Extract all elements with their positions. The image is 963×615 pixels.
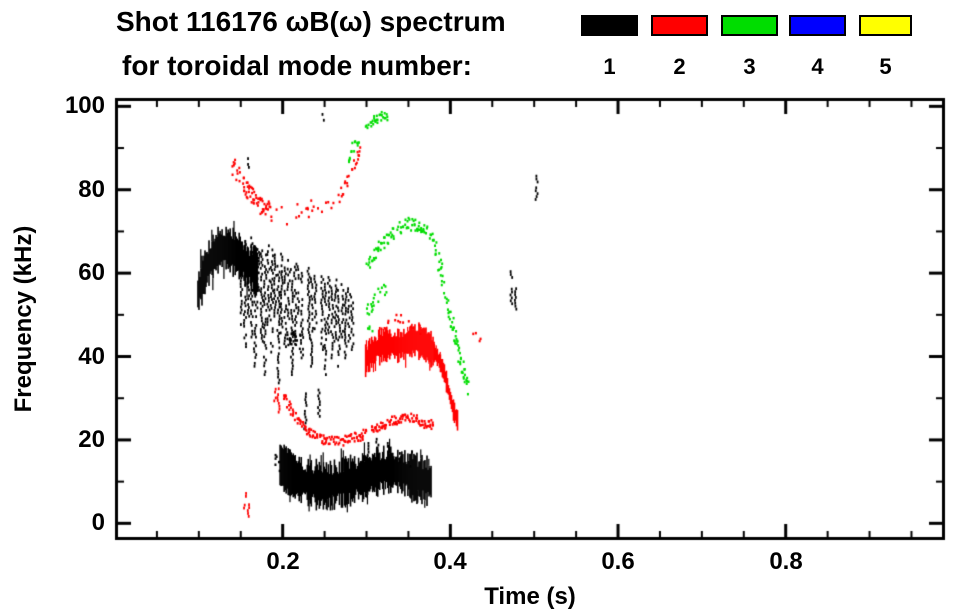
legend-swatch-mode1 [581,15,638,36]
legend-label-mode4: 4 [811,54,824,79]
legend-label-mode2: 2 [673,54,686,79]
legend-swatch-mode5 [859,15,912,36]
xtick-0-4: 0.4 [433,548,467,575]
ytick-40: 40 [78,343,105,370]
ytick-60: 60 [78,259,105,286]
ytick-0: 0 [91,509,105,536]
legend-swatch-mode3 [721,15,778,36]
ytick-100: 100 [64,92,105,119]
legend-label-mode5: 5 [879,54,892,79]
x-axis-title: Time (s) [484,583,576,610]
legend-swatch-mode4 [789,15,846,36]
ytick-80: 80 [78,176,105,203]
y-axis-title: Frequency (kHz) [10,225,37,413]
xtick-0-8: 0.8 [769,548,803,575]
page-subtitle: for toroidal mode number: [122,50,472,81]
legend-swatch-mode2 [651,15,708,36]
page-title: Shot 116176 ωB(ω) spectrum [116,6,506,37]
legend-label-mode3: 3 [743,54,756,79]
legend-label-mode1: 1 [603,54,616,79]
ytick-20: 20 [78,426,105,453]
xtick-0-6: 0.6 [601,548,635,575]
xtick-0-2: 0.2 [266,548,300,575]
